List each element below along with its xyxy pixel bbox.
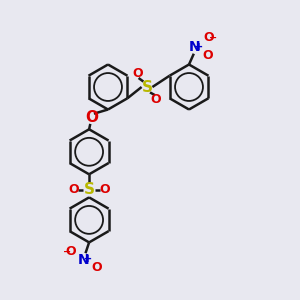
Text: O: O	[132, 67, 143, 80]
Text: O: O	[151, 93, 161, 106]
Text: O: O	[68, 183, 79, 196]
Text: S: S	[142, 80, 152, 94]
Text: O: O	[202, 49, 213, 62]
Text: O: O	[99, 183, 110, 196]
Text: O: O	[203, 31, 214, 44]
Text: O: O	[91, 261, 102, 274]
Text: −: −	[63, 246, 71, 256]
Text: +: +	[84, 254, 92, 264]
Text: +: +	[195, 41, 203, 52]
Text: O: O	[66, 245, 76, 258]
Text: −: −	[209, 32, 217, 43]
Text: N: N	[189, 40, 201, 54]
Text: N: N	[78, 253, 89, 267]
Text: O: O	[85, 110, 98, 125]
Text: S: S	[84, 182, 94, 197]
